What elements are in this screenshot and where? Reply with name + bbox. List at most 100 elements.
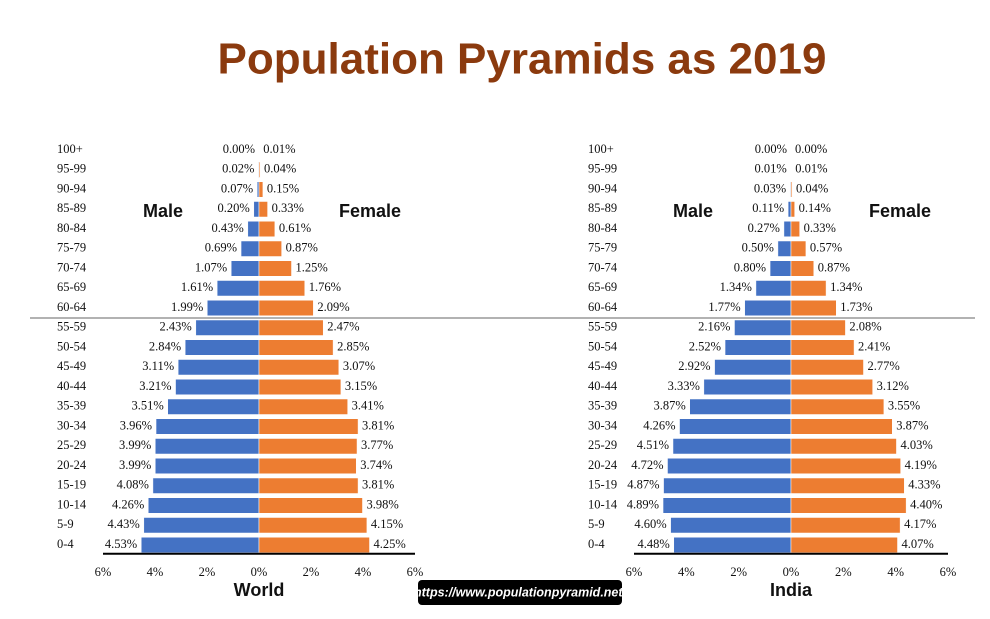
- category-label: 70-74: [57, 260, 87, 274]
- value-label: 0.04%: [264, 162, 296, 176]
- value-label: 0.80%: [734, 260, 766, 274]
- value-label: 0.00%: [795, 142, 827, 156]
- bar: [152, 477, 260, 494]
- category-label: 0-4: [588, 537, 605, 551]
- value-label: 2.77%: [867, 359, 899, 373]
- bar: [790, 477, 905, 494]
- value-label: 3.81%: [362, 418, 394, 432]
- value-label: 0.04%: [796, 181, 828, 195]
- bar: [258, 300, 314, 316]
- value-label: 4.60%: [634, 517, 666, 531]
- bar: [744, 300, 792, 316]
- page-title: Population Pyramids as 2019: [218, 35, 827, 84]
- value-label: 3.15%: [345, 379, 377, 393]
- value-label: 3.81%: [362, 478, 394, 492]
- value-label: 3.74%: [360, 458, 392, 472]
- value-label: 3.87%: [896, 418, 928, 432]
- chart-title: World: [234, 580, 285, 600]
- bar: [734, 319, 792, 336]
- value-label: 1.34%: [720, 280, 752, 294]
- value-label: 3.99%: [119, 458, 151, 472]
- bar: [783, 221, 792, 237]
- chart-title: India: [770, 580, 813, 600]
- category-label: 65-69: [57, 280, 86, 294]
- bar: [724, 339, 792, 356]
- bar: [258, 517, 368, 534]
- value-label: 1.76%: [309, 280, 341, 294]
- bar: [258, 240, 282, 257]
- value-label: 1.07%: [195, 260, 227, 274]
- category-label: 5-9: [57, 517, 74, 531]
- legend-female: Female: [869, 201, 931, 221]
- category-label: 80-84: [588, 221, 618, 235]
- category-label: 60-64: [57, 300, 87, 314]
- bar: [167, 398, 260, 415]
- bar: [790, 339, 855, 356]
- bar: [207, 300, 260, 316]
- bar: [787, 201, 792, 218]
- category-label: 25-29: [57, 438, 86, 452]
- bar: [790, 300, 837, 316]
- value-label: 4.48%: [637, 537, 669, 551]
- value-label: 4.53%: [105, 537, 137, 551]
- bar: [147, 497, 260, 514]
- x-tick-label: 4%: [147, 565, 164, 579]
- value-label: 4.40%: [910, 497, 942, 511]
- value-label: 0.33%: [272, 201, 304, 215]
- category-label: 60-64: [588, 300, 618, 314]
- bar: [790, 359, 864, 376]
- bar: [679, 418, 792, 435]
- value-label: 1.77%: [708, 300, 740, 314]
- value-label: 4.87%: [627, 478, 659, 492]
- bar: [790, 260, 815, 277]
- bar: [143, 517, 260, 534]
- value-label: 2.47%: [327, 320, 359, 334]
- legend-female: Female: [339, 201, 401, 221]
- category-label: 20-24: [588, 458, 618, 472]
- value-label: 2.16%: [698, 320, 730, 334]
- bar: [240, 240, 260, 257]
- value-label: 0.07%: [221, 181, 253, 195]
- bar: [790, 319, 846, 336]
- value-label: 0.50%: [742, 241, 774, 255]
- category-label: 10-14: [588, 497, 618, 511]
- category-label: 55-59: [57, 320, 86, 334]
- category-label: 35-39: [588, 399, 617, 413]
- x-tick-label: 6%: [407, 565, 424, 579]
- value-label: 0.20%: [218, 201, 250, 215]
- bar: [790, 458, 901, 474]
- value-label: 3.21%: [139, 379, 171, 393]
- bar: [790, 201, 795, 218]
- value-label: 4.33%: [908, 478, 940, 492]
- bar: [258, 398, 348, 415]
- value-label: 4.15%: [371, 517, 403, 531]
- value-label: 4.17%: [904, 517, 936, 531]
- category-label: 90-94: [588, 181, 618, 195]
- value-label: 0.57%: [810, 241, 842, 255]
- bar: [258, 438, 358, 455]
- bar: [670, 517, 792, 534]
- value-label: 4.89%: [627, 497, 659, 511]
- x-tick-label: 0%: [251, 565, 268, 579]
- value-label: 4.08%: [117, 478, 149, 492]
- value-label: 1.61%: [181, 280, 213, 294]
- value-label: 3.96%: [120, 418, 152, 432]
- category-label: 100+: [57, 142, 83, 156]
- category-label: 50-54: [57, 339, 87, 353]
- value-label: 0.33%: [804, 221, 836, 235]
- category-label: 90-94: [57, 181, 87, 195]
- category-label: 50-54: [588, 339, 618, 353]
- value-label: 2.92%: [678, 359, 710, 373]
- bar: [258, 379, 342, 395]
- bar: [184, 339, 260, 356]
- x-tick-label: 6%: [95, 565, 112, 579]
- bar: [790, 280, 827, 297]
- value-label: 3.55%: [888, 399, 920, 413]
- value-label: 3.77%: [361, 438, 393, 452]
- value-label: 4.19%: [905, 458, 937, 472]
- value-label: 3.51%: [131, 399, 163, 413]
- category-label: 20-24: [57, 458, 87, 472]
- bar: [790, 398, 885, 415]
- bar: [258, 458, 357, 474]
